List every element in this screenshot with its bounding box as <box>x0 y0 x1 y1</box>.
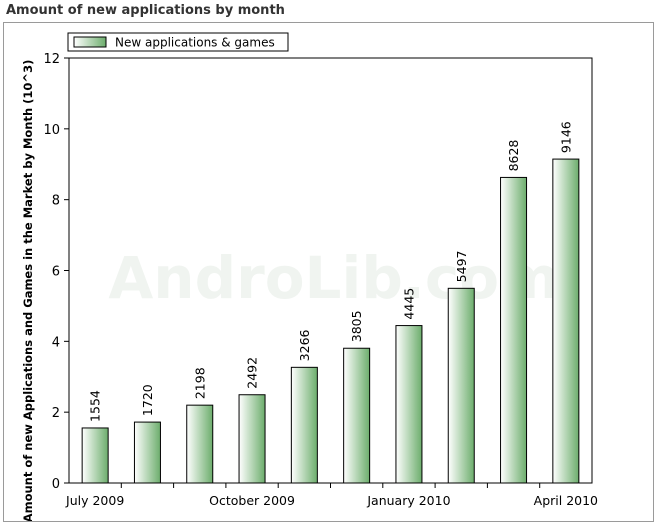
bars: 1554 1720 2198 2492 3266 3805 4445 5497 8628 9146 <box>81 121 580 484</box>
bar <box>343 347 371 484</box>
chart-frame: AndroLib.com Amount of new Applications … <box>3 22 654 522</box>
bar <box>447 287 475 484</box>
bar <box>133 421 161 484</box>
bar-value-label: 1554 <box>88 390 103 422</box>
bar-value-label: 2492 <box>245 357 260 389</box>
bar <box>238 394 266 484</box>
x-tick-label: April 2010 <box>534 493 598 508</box>
x-tick-label: October 2009 <box>209 493 295 508</box>
axes: 0 2 4 6 8 10 12 July 2009 October 2009 January 20… <box>43 52 598 508</box>
bar <box>552 158 580 484</box>
y-tick-label: 4 <box>52 335 60 350</box>
bar <box>290 366 318 484</box>
y-tick-label: 0 <box>52 477 60 492</box>
bar <box>81 427 109 484</box>
x-tick-label: July 2009 <box>65 493 124 508</box>
legend: New applications & games <box>67 32 289 52</box>
legend-label: New applications & games <box>115 36 275 50</box>
bar-value-label: 4445 <box>401 288 416 320</box>
bar <box>186 404 214 484</box>
bar-value-label: 8628 <box>506 140 521 172</box>
bar <box>395 325 423 484</box>
bar-value-label: 3266 <box>297 329 312 361</box>
watermark-text: AndroLib.com <box>108 244 559 312</box>
bar-value-label: 1720 <box>140 384 155 416</box>
y-tick-label: 10 <box>43 123 60 138</box>
y-tick-label: 12 <box>43 52 60 67</box>
y-tick-label: 2 <box>52 406 60 421</box>
legend-swatch <box>73 36 107 48</box>
bar-value-label: 9146 <box>558 121 573 153</box>
bar-chart: AndroLib.com Amount of new Applications … <box>21 32 598 522</box>
bar <box>500 176 528 484</box>
bar-value-label: 3805 <box>349 310 364 342</box>
x-tick-label: January 2010 <box>366 493 450 508</box>
page-title: Amount of new applications by month <box>6 3 285 18</box>
bar-value-label: 5497 <box>454 251 469 283</box>
y-tick-label: 6 <box>52 265 60 280</box>
y-axis-label: Amount of new Applications and Games in … <box>21 60 35 521</box>
legend-box <box>67 32 289 52</box>
bar-value-label: 2198 <box>192 367 207 399</box>
y-tick-label: 8 <box>52 194 60 209</box>
